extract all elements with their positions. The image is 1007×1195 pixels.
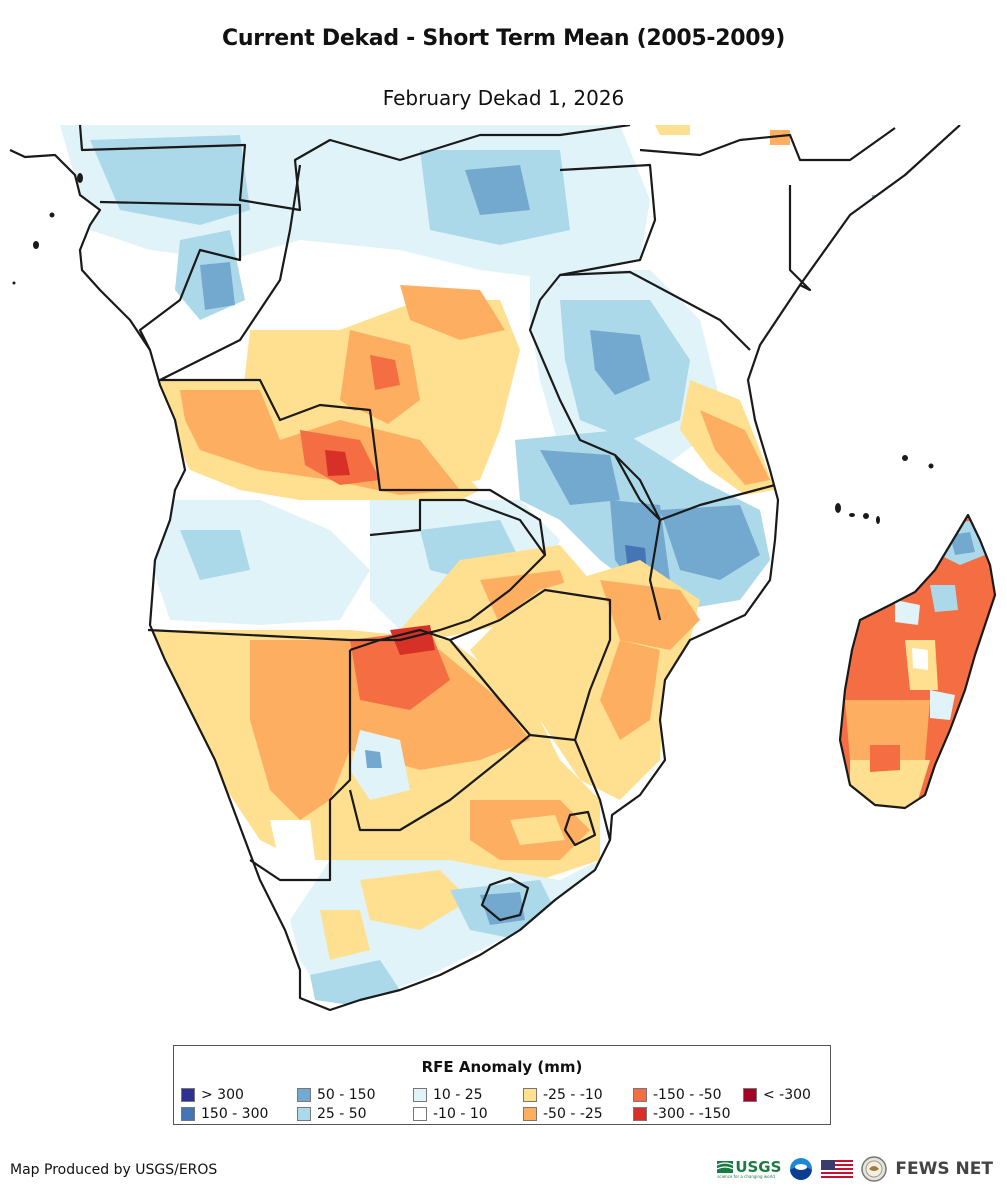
map-title: Current Dekad - Short Term Mean (2005-20… [222,26,785,51]
legend-swatch [413,1106,427,1121]
legend-swatch [633,1087,647,1102]
legend-swatch [743,1087,757,1102]
country-borders [9,125,997,1012]
legend-item: 10 - 25 [413,1085,523,1104]
map-subtitle: February Dekad 1, 2026 [382,86,625,110]
state-dept-seal-icon [861,1156,888,1182]
legend-swatch [181,1106,195,1121]
legend-swatch [181,1087,195,1102]
legend-swatch [633,1106,647,1121]
legend-item: 50 - 150 [297,1085,413,1104]
legend-item: -150 - -50 [633,1085,743,1104]
legend-swatch [523,1087,537,1102]
usgs-wave-icon [717,1161,734,1173]
legend-item: -10 - 10 [413,1104,523,1123]
legend-item: < -300 [743,1085,823,1104]
map-credit: Map Produced by USGS/EROS [10,1162,218,1178]
legend-item: 150 - 300 [181,1104,297,1123]
mainland-anomaly-layer [10,125,960,1010]
legend-item: 25 - 50 [297,1104,413,1123]
madagascar-coastline [838,513,997,810]
legend-swatch [297,1106,311,1121]
noaa-logo-icon [790,1158,813,1180]
legend-swatch [297,1087,311,1102]
legend-item: > 300 [181,1085,297,1104]
legend-swatch [413,1087,427,1102]
legend-item: -50 - -25 [523,1104,633,1123]
legend-swatch [523,1106,537,1121]
legend: RFE Anomaly (mm) > 300 150 - 300 50 - 15… [173,1045,831,1125]
usgs-logo: USGS science for a changing world [717,1157,782,1179]
us-flag-icon [821,1160,854,1178]
legend-title: RFE Anomaly (mm) [421,1058,583,1076]
partner-logos: USGS science for a changing world FEWS N… [717,1156,993,1182]
anomaly-map [9,125,997,1012]
madagascar-anomaly-layer [840,515,995,808]
legend-items: > 300 150 - 300 50 - 150 25 - 50 10 - 25… [181,1085,823,1123]
islands [12,173,934,524]
coastline [9,125,961,1012]
legend-item: -300 - -150 [633,1104,743,1123]
fews-net-logo: FEWS NET [895,1159,993,1179]
legend-item: -25 - -10 [523,1085,633,1104]
